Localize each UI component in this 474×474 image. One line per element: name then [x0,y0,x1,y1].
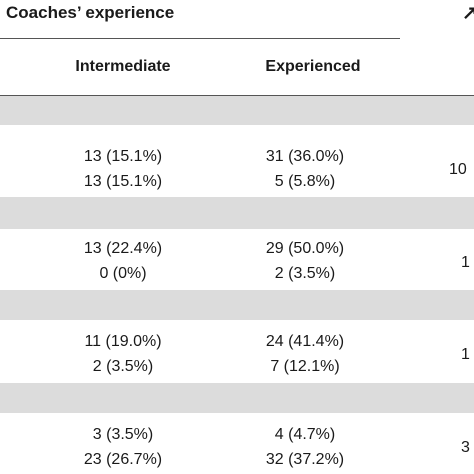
table-cell-truncated: 1 [461,254,470,271]
group-header-title: Coaches’ experience [6,3,175,22]
table-cell-truncated: 1 [461,346,470,363]
table-cell: 0 (0%) [99,265,147,282]
table-cell: 2 (3.5%) [274,265,336,282]
table-cell: 24 (41.4%) [265,333,345,350]
table-cell: 32 (37.2%) [265,451,345,468]
table-cell: 13 (15.1%) [83,148,163,165]
section-band [0,96,474,125]
table-header-bottom-rule [0,95,474,96]
table-cell: 13 (22.4%) [83,240,163,257]
table-cell: 2 (3.5%) [92,358,154,375]
table-cell-truncated: 3 [461,439,470,456]
table-cell: 11 (19.0%) [84,333,162,350]
table-cell: 29 (50.0%) [265,240,345,257]
header-rule [0,38,400,39]
section-band [0,383,474,413]
truncated-header-glyph: ↗ [462,3,474,24]
table-cell: 7 (12.1%) [270,358,340,375]
section-band [0,197,474,229]
table-cell-truncated: 10 [449,161,467,178]
table-cell: 23 (26.7%) [83,451,163,468]
table-cell: 31 (36.0%) [265,148,345,165]
column-header-intermediate: Intermediate [75,58,171,75]
table-cell: 5 (5.8%) [274,173,336,190]
table-cell: 13 (15.1%) [83,173,163,190]
section-band [0,290,474,320]
table-cell: 4 (4.7%) [274,426,336,443]
column-header-experienced: Experienced [265,58,361,75]
table-cell: 3 (3.5%) [92,426,154,443]
